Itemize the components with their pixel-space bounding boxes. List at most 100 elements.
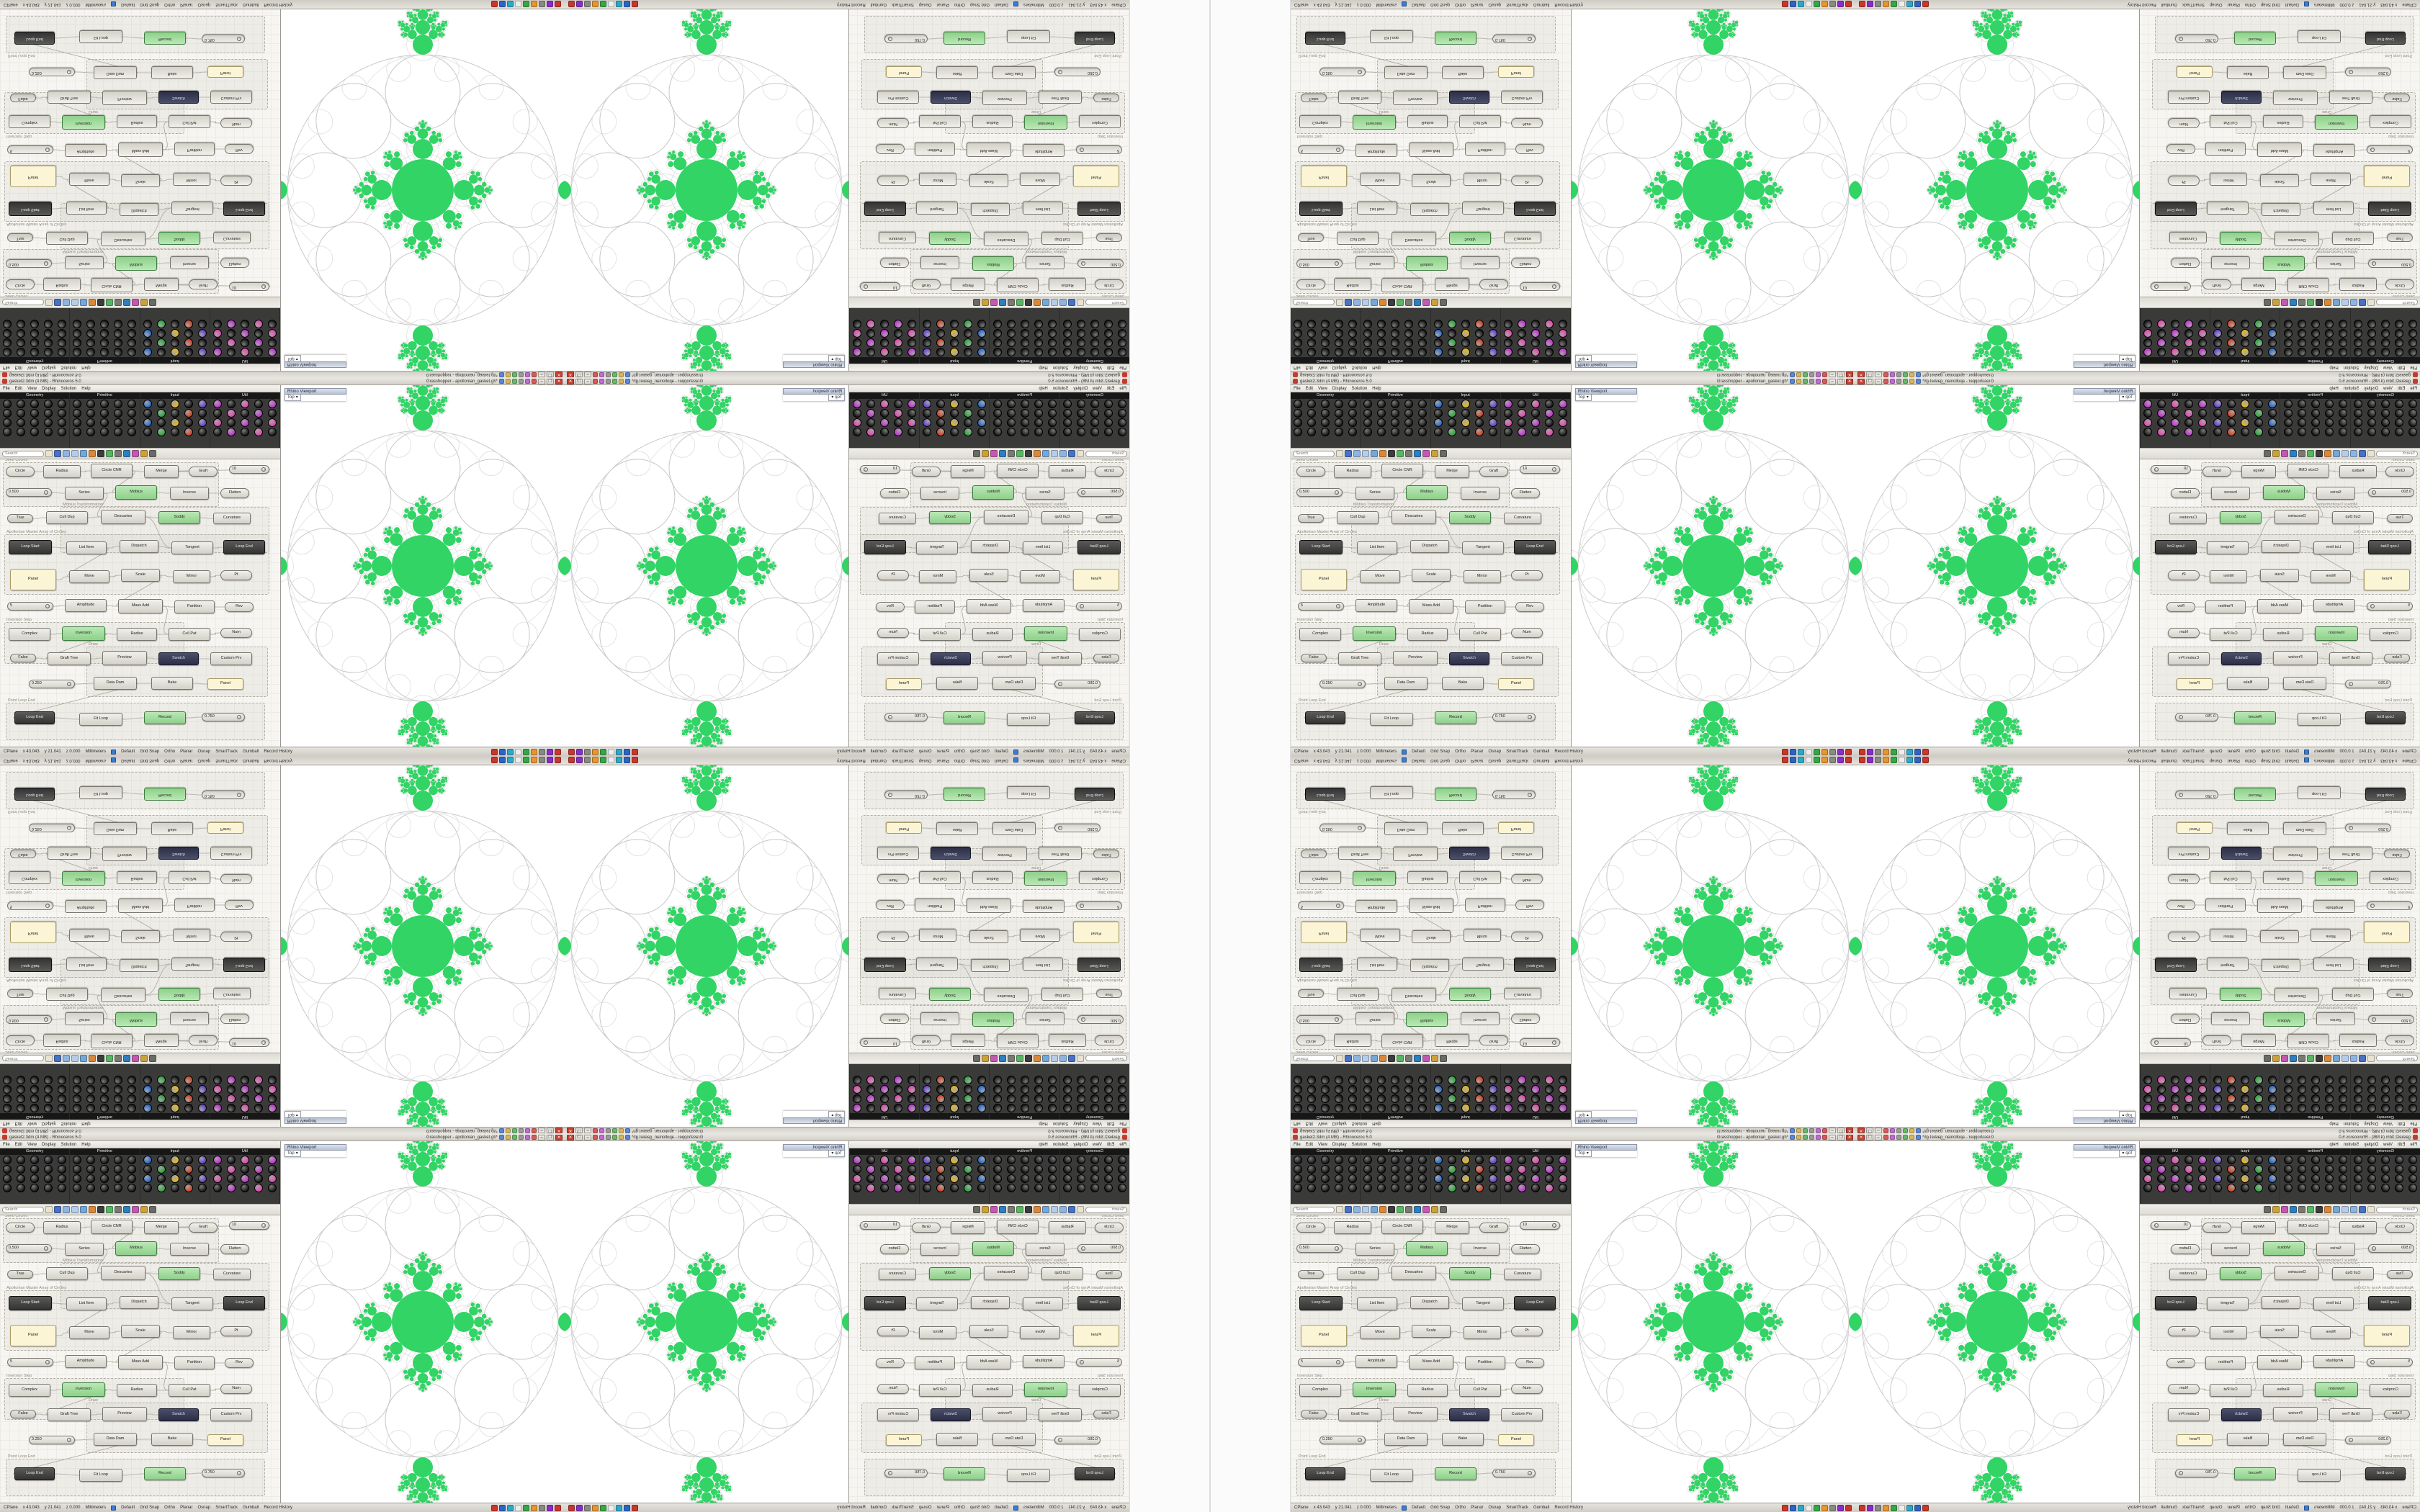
component-icon[interactable] bbox=[1047, 348, 1057, 356]
component-icon[interactable] bbox=[923, 428, 932, 436]
gh-node-amplitude[interactable]: Amplitude bbox=[2313, 900, 2355, 913]
component-icon[interactable] bbox=[2198, 1076, 2208, 1084]
tray-app-blue[interactable] bbox=[624, 1, 630, 8]
gh-node-circle-cnr[interactable]: Circle CNR bbox=[91, 1220, 133, 1234]
search-input[interactable] bbox=[1085, 299, 1127, 306]
component-icon[interactable] bbox=[1335, 400, 1344, 408]
component-icon[interactable] bbox=[156, 400, 166, 408]
gh-node-inversion[interactable]: Inversion bbox=[2315, 1382, 2358, 1397]
component-icon[interactable] bbox=[1488, 329, 1497, 338]
group-icon[interactable] bbox=[2281, 450, 2288, 457]
gh-node-tangent[interactable]: Tangent bbox=[1462, 541, 1504, 554]
gh-node-loop-end[interactable]: Loop End bbox=[864, 958, 906, 972]
undo-icon[interactable] bbox=[525, 372, 530, 377]
gh-node-cull-pat[interactable]: Cull Pat bbox=[169, 871, 210, 884]
component-icon[interactable] bbox=[1544, 1184, 1554, 1192]
tray-app-green[interactable] bbox=[1891, 1, 1897, 8]
component-icon[interactable] bbox=[1404, 329, 1414, 338]
gh-node-true[interactable]: True bbox=[1298, 233, 1324, 242]
component-icon[interactable] bbox=[100, 329, 109, 338]
gh-node-true[interactable]: True bbox=[7, 989, 33, 998]
slider-knob[interactable] bbox=[45, 1360, 50, 1364]
palette-group-label[interactable]: Primitive bbox=[990, 392, 1059, 399]
gh-node-data-dam[interactable]: Data Dam bbox=[2283, 822, 2326, 835]
component-icon[interactable] bbox=[1034, 400, 1043, 408]
slider-knob[interactable] bbox=[864, 1223, 868, 1228]
component-icon[interactable] bbox=[964, 320, 973, 328]
gh-node-cull-dup[interactable]: Cull Dup bbox=[2332, 1267, 2374, 1280]
close-button[interactable]: ✕ bbox=[555, 372, 563, 378]
new-file-icon[interactable] bbox=[1916, 1128, 1921, 1133]
component-icon[interactable] bbox=[1020, 400, 1029, 408]
palette-group-label[interactable]: Input bbox=[2210, 1148, 2280, 1155]
component-icon[interactable] bbox=[1321, 418, 1330, 427]
group-icon[interactable] bbox=[990, 1055, 998, 1062]
preview-icon[interactable] bbox=[1397, 299, 1404, 306]
tray-app-purple[interactable] bbox=[547, 1, 553, 8]
gh-node-circle-cnr[interactable]: Circle CNR bbox=[2287, 1034, 2329, 1048]
gh-node-move[interactable]: Move bbox=[1020, 173, 1060, 186]
component-icon[interactable] bbox=[1433, 1174, 1443, 1183]
gh-node-fit-loop[interactable]: Fit Loop bbox=[1007, 786, 1050, 799]
component-icon[interactable] bbox=[2157, 1076, 2166, 1084]
component-icon[interactable] bbox=[1062, 418, 1072, 427]
component-icon[interactable] bbox=[240, 348, 249, 356]
component-icon[interactable] bbox=[853, 329, 862, 338]
component-icon[interactable] bbox=[156, 418, 166, 427]
open-file-icon[interactable] bbox=[1796, 1135, 1801, 1140]
component-icon[interactable] bbox=[30, 1104, 40, 1112]
component-icon[interactable] bbox=[2157, 1094, 2166, 1103]
gh-node-merge[interactable]: Merge bbox=[951, 465, 985, 478]
palette-group-label[interactable]: Primitive bbox=[990, 357, 1059, 364]
component-icon[interactable] bbox=[977, 338, 987, 347]
component-icon[interactable] bbox=[1447, 338, 1456, 347]
component-icon[interactable] bbox=[2394, 1156, 2403, 1164]
gh-node-graft[interactable]: Graft bbox=[1479, 279, 1508, 289]
gh-node-curvature[interactable]: Curvature bbox=[879, 1269, 916, 1280]
component-icon[interactable] bbox=[2408, 1156, 2417, 1164]
tray-app-teal[interactable] bbox=[1906, 748, 1913, 755]
gh-node-0-500[interactable]: 0.500 bbox=[1077, 259, 1124, 268]
gh-node-loop-end[interactable]: Loop End bbox=[864, 202, 906, 216]
zoom-in-icon[interactable] bbox=[2350, 1206, 2357, 1213]
component-icon[interactable] bbox=[156, 1094, 166, 1103]
open-file-icon[interactable] bbox=[1077, 299, 1084, 306]
gh-node-tangent[interactable]: Tangent bbox=[916, 1297, 958, 1310]
gh-node-loop-start[interactable]: Loop Start bbox=[9, 958, 52, 972]
help-icon[interactable] bbox=[1883, 372, 1888, 377]
gh-node-cull-pat[interactable]: Cull Pat bbox=[2210, 628, 2251, 641]
grasshopper-canvas[interactable]: Seed Circles Möbius Transformation Apollon… bbox=[849, 9, 1129, 297]
palette-group-label[interactable]: Primitive bbox=[1361, 392, 1430, 399]
component-icon[interactable] bbox=[2213, 1174, 2223, 1183]
component-icon[interactable] bbox=[1488, 1165, 1497, 1174]
component-icon[interactable] bbox=[197, 329, 207, 338]
component-icon[interactable] bbox=[936, 1174, 946, 1183]
rhino-viewport[interactable]: Rhino Viewport Top ▾ bbox=[1572, 9, 1855, 371]
component-icon[interactable] bbox=[1006, 348, 1016, 356]
gh-node-record[interactable]: Record bbox=[2234, 788, 2276, 801]
component-icon[interactable] bbox=[1047, 1165, 1057, 1174]
component-icon[interactable] bbox=[2353, 329, 2362, 338]
gh-node-0-750[interactable]: 0.750 bbox=[202, 1469, 245, 1477]
component-icon[interactable] bbox=[1020, 1184, 1029, 1192]
gh-node-record[interactable]: Record bbox=[944, 788, 985, 801]
palette-group-label[interactable]: Geometry bbox=[0, 1113, 70, 1120]
slider-knob[interactable] bbox=[1335, 1017, 1339, 1022]
viewport-title[interactable]: Rhino Viewport bbox=[1575, 1117, 1637, 1124]
gh-node-true[interactable]: True bbox=[2387, 1270, 2413, 1279]
component-icon[interactable] bbox=[1363, 428, 1373, 436]
shaded-icon[interactable] bbox=[1414, 1206, 1421, 1213]
component-icon[interactable] bbox=[908, 418, 917, 427]
component-icon[interactable] bbox=[2338, 409, 2347, 418]
slider-knob[interactable] bbox=[1081, 261, 1085, 266]
gh-node-pt[interactable]: Pt bbox=[877, 1326, 909, 1336]
sketch-icon[interactable] bbox=[89, 1206, 96, 1213]
palette-group-label[interactable]: Primitive bbox=[2280, 1148, 2350, 1155]
component-icon[interactable] bbox=[2254, 338, 2264, 347]
menu-item-display[interactable]: Display bbox=[41, 365, 56, 370]
component-icon[interactable] bbox=[2283, 1094, 2293, 1103]
menu-item-help[interactable]: Help bbox=[1372, 1142, 1381, 1147]
component-icon[interactable] bbox=[170, 1076, 179, 1084]
rhino-viewport[interactable]: Rhino Viewport Top ▾ bbox=[565, 385, 848, 747]
component-icon[interactable] bbox=[156, 1174, 166, 1183]
